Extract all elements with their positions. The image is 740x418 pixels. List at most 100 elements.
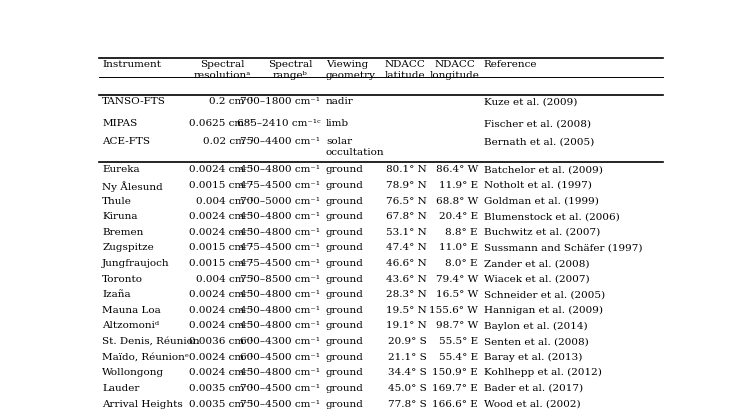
Text: Bernath et al. (2005): Bernath et al. (2005) — [484, 137, 594, 146]
Text: MIPAS: MIPAS — [102, 120, 138, 128]
Text: 19.1° N: 19.1° N — [386, 321, 426, 331]
Text: 45.0° S: 45.0° S — [388, 384, 426, 393]
Text: 43.6° N: 43.6° N — [386, 275, 426, 284]
Text: 150.9° E: 150.9° E — [432, 368, 478, 377]
Text: 21.1° S: 21.1° S — [388, 353, 426, 362]
Text: 77.8° S: 77.8° S — [388, 400, 426, 408]
Text: 98.7° W: 98.7° W — [436, 321, 478, 331]
Text: Reference: Reference — [484, 60, 537, 69]
Text: Eureka: Eureka — [102, 166, 140, 174]
Text: nadir: nadir — [326, 97, 354, 107]
Text: 11.9° E: 11.9° E — [439, 181, 478, 190]
Text: Notholt et al. (1997): Notholt et al. (1997) — [484, 181, 591, 190]
Text: Senten et al. (2008): Senten et al. (2008) — [484, 337, 588, 346]
Text: ground: ground — [326, 368, 364, 377]
Text: Izaña: Izaña — [102, 290, 131, 299]
Text: 8.8° E: 8.8° E — [445, 228, 478, 237]
Text: Thule: Thule — [102, 196, 132, 206]
Text: ACE-FTS: ACE-FTS — [102, 137, 150, 146]
Text: 0.0024 cm⁻¹: 0.0024 cm⁻¹ — [189, 166, 255, 174]
Text: Baylon et al. (2014): Baylon et al. (2014) — [484, 321, 588, 331]
Text: 0.0015 cm⁻¹: 0.0015 cm⁻¹ — [189, 181, 255, 190]
Text: Sussmann and Schäfer (1997): Sussmann and Schäfer (1997) — [484, 243, 642, 252]
Text: 28.3° N: 28.3° N — [386, 290, 426, 299]
Text: ground: ground — [326, 259, 364, 268]
Text: TANSO-FTS: TANSO-FTS — [102, 97, 166, 107]
Text: 0.004 cm⁻¹: 0.004 cm⁻¹ — [196, 196, 255, 206]
Text: 600–4500 cm⁻¹: 600–4500 cm⁻¹ — [240, 353, 320, 362]
Text: Instrument: Instrument — [102, 60, 161, 69]
Text: 166.6° E: 166.6° E — [432, 400, 478, 408]
Text: 0.02 cm⁻¹: 0.02 cm⁻¹ — [203, 137, 255, 146]
Text: solar
occultation: solar occultation — [326, 137, 385, 157]
Text: NDACC
latitude: NDACC latitude — [384, 60, 425, 80]
Text: 11.0° E: 11.0° E — [439, 243, 478, 252]
Text: 475–4500 cm⁻¹: 475–4500 cm⁻¹ — [240, 259, 320, 268]
Text: ground: ground — [326, 400, 364, 408]
Text: 450–4800 cm⁻¹: 450–4800 cm⁻¹ — [240, 321, 320, 331]
Text: 47.4° N: 47.4° N — [386, 243, 426, 252]
Text: Blumenstock et al. (2006): Blumenstock et al. (2006) — [484, 212, 619, 221]
Text: 0.0036 cm⁻¹: 0.0036 cm⁻¹ — [189, 337, 255, 346]
Text: 8.0° E: 8.0° E — [445, 259, 478, 268]
Text: 20.9° S: 20.9° S — [388, 337, 426, 346]
Text: Schneider et al. (2005): Schneider et al. (2005) — [484, 290, 605, 299]
Text: Arrival Heights: Arrival Heights — [102, 400, 183, 408]
Text: 67.8° N: 67.8° N — [386, 212, 426, 221]
Text: 0.004 cm⁻¹: 0.004 cm⁻¹ — [196, 275, 255, 284]
Text: 685–2410 cm⁻¹ᶜ: 685–2410 cm⁻¹ᶜ — [237, 120, 320, 128]
Text: 475–4500 cm⁻¹: 475–4500 cm⁻¹ — [240, 243, 320, 252]
Text: 700–4500 cm⁻¹: 700–4500 cm⁻¹ — [240, 384, 320, 393]
Text: 0.0024 cm⁻¹: 0.0024 cm⁻¹ — [189, 290, 255, 299]
Text: 169.7° E: 169.7° E — [432, 384, 478, 393]
Text: ground: ground — [326, 353, 364, 362]
Text: 78.9° N: 78.9° N — [386, 181, 426, 190]
Text: ground: ground — [326, 337, 364, 346]
Text: Viewing
geometry: Viewing geometry — [326, 60, 376, 80]
Text: ground: ground — [326, 212, 364, 221]
Text: Wood et al. (2002): Wood et al. (2002) — [484, 400, 580, 408]
Text: 450–4800 cm⁻¹: 450–4800 cm⁻¹ — [240, 368, 320, 377]
Text: 155.6° W: 155.6° W — [429, 306, 478, 315]
Text: 0.0024 cm⁻¹: 0.0024 cm⁻¹ — [189, 306, 255, 315]
Text: 450–4800 cm⁻¹: 450–4800 cm⁻¹ — [240, 306, 320, 315]
Text: 76.5° N: 76.5° N — [386, 196, 426, 206]
Text: NDACC
longitude: NDACC longitude — [430, 60, 480, 80]
Text: ground: ground — [326, 275, 364, 284]
Text: ground: ground — [326, 384, 364, 393]
Text: Baray et al. (2013): Baray et al. (2013) — [484, 353, 582, 362]
Text: Altzomoniᵈ: Altzomoniᵈ — [102, 321, 159, 331]
Text: 55.4° E: 55.4° E — [439, 353, 478, 362]
Text: Spectral
rangeᵇ: Spectral rangeᵇ — [268, 60, 312, 80]
Text: 750–8500 cm⁻¹: 750–8500 cm⁻¹ — [240, 275, 320, 284]
Text: 0.0024 cm⁻¹: 0.0024 cm⁻¹ — [189, 321, 255, 331]
Text: 19.5° N: 19.5° N — [386, 306, 426, 315]
Text: Jungfraujoch: Jungfraujoch — [102, 259, 170, 268]
Text: St. Denis, Réunion: St. Denis, Réunion — [102, 337, 200, 346]
Text: ground: ground — [326, 196, 364, 206]
Text: Maïdo, Réunionᵉ: Maïdo, Réunionᵉ — [102, 353, 189, 362]
Text: Bremen: Bremen — [102, 228, 144, 237]
Text: Kohlhepp et al. (2012): Kohlhepp et al. (2012) — [484, 368, 602, 377]
Text: ground: ground — [326, 243, 364, 252]
Text: Zugspitze: Zugspitze — [102, 243, 154, 252]
Text: 750–4400 cm⁻¹: 750–4400 cm⁻¹ — [240, 137, 320, 146]
Text: 450–4800 cm⁻¹: 450–4800 cm⁻¹ — [240, 228, 320, 237]
Text: Fischer et al. (2008): Fischer et al. (2008) — [484, 120, 591, 128]
Text: 53.1° N: 53.1° N — [386, 228, 426, 237]
Text: 20.4° E: 20.4° E — [439, 212, 478, 221]
Text: ground: ground — [326, 306, 364, 315]
Text: 450–4800 cm⁻¹: 450–4800 cm⁻¹ — [240, 166, 320, 174]
Text: 0.0024 cm⁻¹: 0.0024 cm⁻¹ — [189, 368, 255, 377]
Text: Buchwitz et al. (2007): Buchwitz et al. (2007) — [484, 228, 600, 237]
Text: Hannigan et al. (2009): Hannigan et al. (2009) — [484, 306, 602, 315]
Text: 450–4800 cm⁻¹: 450–4800 cm⁻¹ — [240, 212, 320, 221]
Text: Zander et al. (2008): Zander et al. (2008) — [484, 259, 589, 268]
Text: 700–1800 cm⁻¹: 700–1800 cm⁻¹ — [240, 97, 320, 107]
Text: 16.5° W: 16.5° W — [436, 290, 478, 299]
Text: Mauna Loa: Mauna Loa — [102, 306, 161, 315]
Text: 79.4° W: 79.4° W — [436, 275, 478, 284]
Text: 475–4500 cm⁻¹: 475–4500 cm⁻¹ — [240, 181, 320, 190]
Text: 0.0024 cm⁻¹: 0.0024 cm⁻¹ — [189, 228, 255, 237]
Text: Ny Ålesund: Ny Ålesund — [102, 181, 163, 192]
